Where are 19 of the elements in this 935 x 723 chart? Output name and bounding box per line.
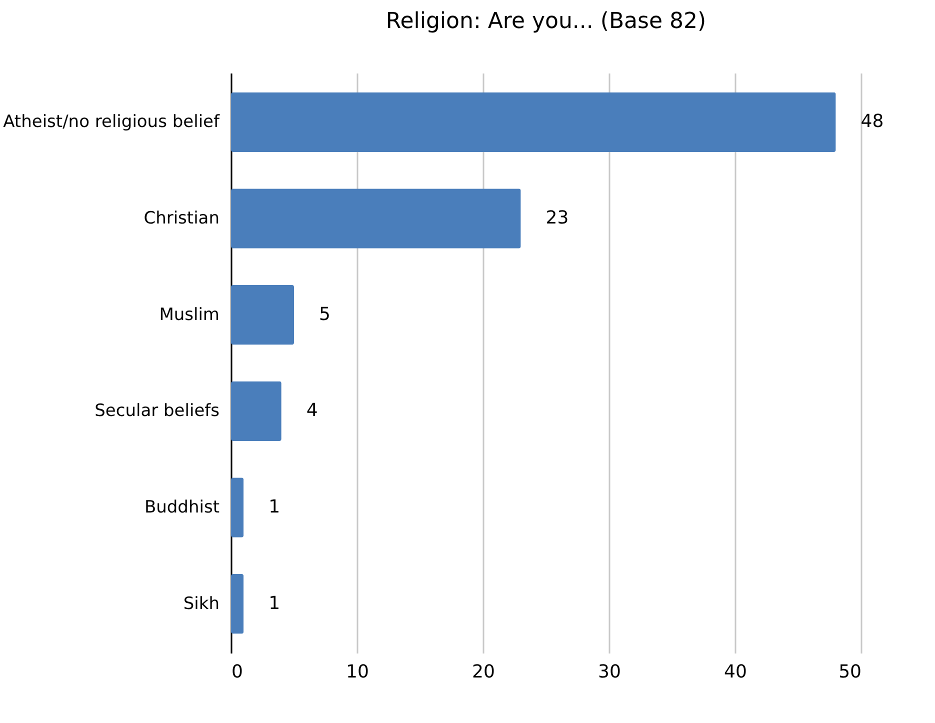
y-tick-label: Secular beliefs xyxy=(94,401,220,422)
data-label: 1 xyxy=(268,592,280,614)
y-tick-label: Buddhist xyxy=(144,498,220,518)
data-label: 23 xyxy=(546,207,569,228)
data-label: 1 xyxy=(268,496,280,518)
y-tick-label: Atheist/no religious belief xyxy=(3,112,220,132)
x-tick-label: 40 xyxy=(724,662,747,682)
y-tick-label: Muslim xyxy=(159,304,220,325)
data-label: 4 xyxy=(306,400,318,422)
chart-title: Religion: Are you... (Base 82) xyxy=(386,9,706,34)
data-label: 5 xyxy=(319,304,330,325)
x-tick-label: 50 xyxy=(838,662,862,682)
x-tick-label: 30 xyxy=(598,662,621,682)
y-tick-label: Sikh xyxy=(183,594,220,614)
x-tick-label: 0 xyxy=(232,662,243,682)
y-tick-label: Christian xyxy=(144,208,220,228)
x-tick-label: 10 xyxy=(346,662,369,682)
data-label: 48 xyxy=(860,111,884,132)
x-tick-label: 20 xyxy=(472,662,495,682)
